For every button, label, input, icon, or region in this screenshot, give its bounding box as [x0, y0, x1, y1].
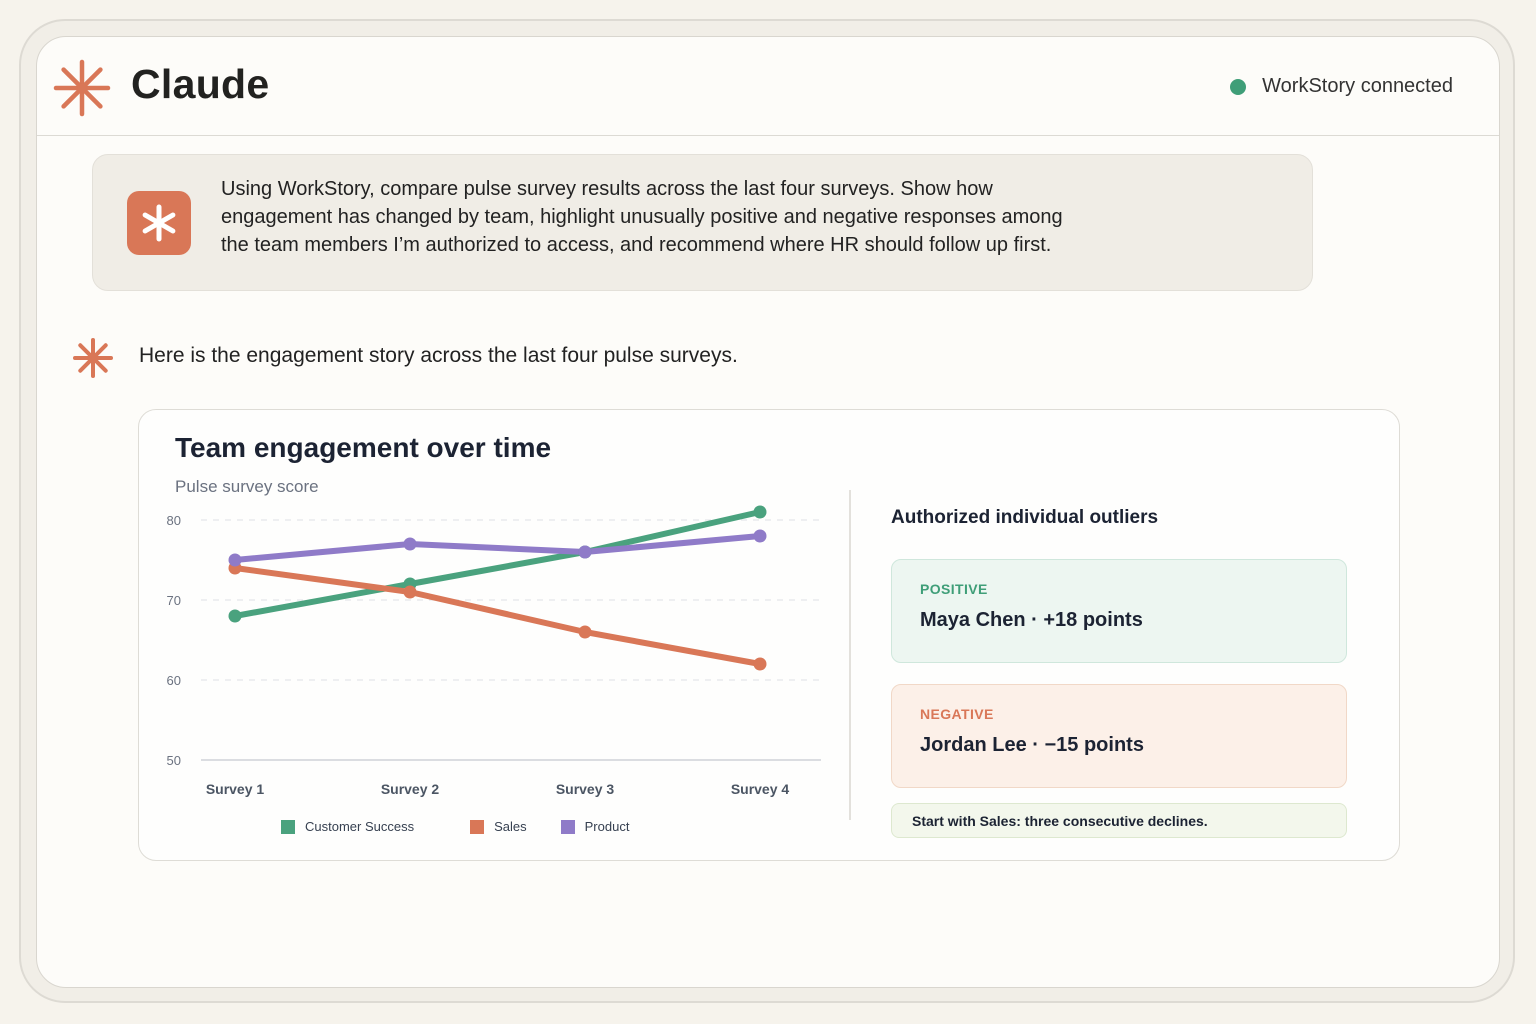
asterisk-icon	[142, 204, 176, 242]
chart-legend: Customer Success Sales Product	[281, 819, 629, 834]
app-title: Claude	[131, 61, 270, 107]
positive-outlier-name: Maya Chen · +18 points	[920, 609, 1143, 631]
assistant-reply-text: Here is the engagement story across the …	[139, 344, 738, 367]
data-point	[403, 537, 417, 551]
positive-outlier-card: POSITIVE Maya Chen · +18 points	[891, 559, 1347, 663]
user-avatar	[127, 191, 191, 255]
recommendation-banner: Start with Sales: three consecutive decl…	[891, 803, 1347, 838]
legend-swatch	[281, 819, 295, 834]
claude-starburst-icon	[53, 59, 111, 117]
prompt-line: engagement has changed by team, highligh…	[221, 206, 1063, 228]
legend-item: Product	[560, 819, 630, 834]
data-point	[228, 553, 242, 567]
x-tick-label: Survey 4	[731, 781, 790, 797]
panel-divider	[849, 490, 851, 820]
status-text: WorkStory connected	[1262, 75, 1453, 97]
y-tick-label: 70	[167, 593, 181, 608]
y-tick-label: 80	[167, 513, 181, 528]
user-prompt-text: Using WorkStory, compare pulse survey re…	[221, 175, 1121, 259]
claude-reply-icon	[73, 338, 113, 378]
engagement-chart-card: Team engagement over time Pulse survey s…	[138, 409, 1400, 861]
app-window: Claude WorkStory connected Using WorkSto…	[36, 36, 1500, 988]
x-tick-label: Survey 1	[206, 781, 265, 797]
legend-label: Sales	[494, 819, 527, 834]
series-line	[232, 533, 763, 563]
chart-subtitle: Pulse survey score	[175, 477, 319, 496]
data-point	[228, 609, 242, 623]
series-line	[232, 509, 763, 619]
connection-status: WorkStory connected	[1230, 75, 1453, 98]
legend-item: Customer Success	[281, 819, 414, 834]
data-point	[753, 505, 767, 519]
negative-tag: NEGATIVE	[920, 706, 994, 722]
legend-swatch	[470, 819, 485, 834]
y-tick-label: 60	[167, 673, 181, 688]
negative-outlier-card: NEGATIVE Jordan Lee · −15 points	[891, 684, 1347, 788]
legend-swatch	[560, 819, 575, 834]
data-point	[753, 657, 767, 671]
data-point	[753, 529, 767, 543]
series-line	[232, 565, 763, 667]
app-header: Claude WorkStory connected	[37, 37, 1499, 136]
prompt-line: Using WorkStory, compare pulse survey re…	[221, 178, 993, 200]
status-dot-icon	[1230, 78, 1247, 95]
legend-label: Customer Success	[305, 819, 415, 834]
positive-tag: POSITIVE	[920, 581, 988, 597]
data-point	[403, 585, 417, 599]
data-point	[578, 625, 592, 639]
legend-item: Sales	[470, 819, 527, 834]
outliers-title: Authorized individual outliers	[891, 507, 1159, 528]
line-chart: 50 60 70 80 Survey 1 Survey 2 Survey 3 Survey 4	[167, 505, 821, 797]
negative-outlier-name: Jordan Lee · −15 points	[920, 734, 1144, 756]
data-point	[578, 545, 592, 559]
y-tick-label: 50	[167, 753, 181, 768]
chart-title: Team engagement over time	[175, 432, 552, 463]
x-tick-label: Survey 3	[556, 781, 615, 797]
x-tick-label: Survey 2	[381, 781, 440, 797]
legend-label: Product	[584, 819, 630, 834]
prompt-line: the team members I’m authorized to acces…	[221, 234, 1052, 256]
user-prompt-card: Using WorkStory, compare pulse survey re…	[92, 154, 1313, 291]
